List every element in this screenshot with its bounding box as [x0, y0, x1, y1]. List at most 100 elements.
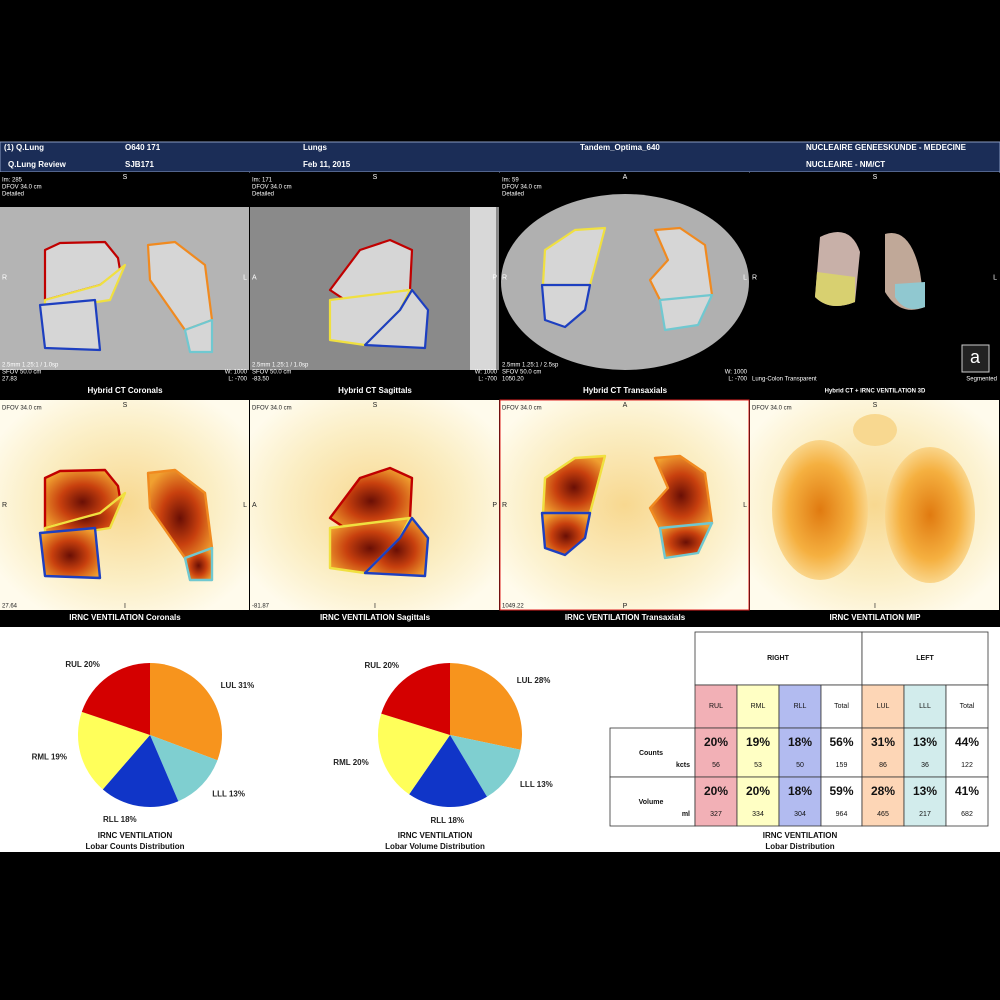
- panel-info: -83.50: [252, 377, 270, 383]
- table-cell: [736, 727, 780, 778]
- table-cell: [609, 727, 696, 778]
- orientation-label: S: [123, 174, 128, 181]
- chart-title: IRNC VENTILATION: [98, 831, 173, 840]
- amount-cell: 465: [877, 811, 889, 818]
- chart-subtitle: Lobar Counts Distribution: [85, 842, 184, 851]
- orientation-label: S: [373, 402, 378, 409]
- lobe: [658, 521, 714, 560]
- lobe-outline: [658, 521, 714, 560]
- lobe-outline: [540, 283, 592, 329]
- lobe: [540, 511, 592, 557]
- percent-cell: 59%: [829, 784, 853, 798]
- panel-info: DFOV 34.0 cm: [252, 185, 292, 191]
- amount-cell: 56: [712, 762, 720, 769]
- header-field: Tandem_Optima_640: [580, 143, 660, 152]
- orientation-label: I: [374, 603, 376, 610]
- render-lobe: [815, 272, 855, 306]
- panel-info: 1050.20: [502, 377, 524, 383]
- percent-cell: 13%: [913, 735, 937, 749]
- lobe-outline: [541, 454, 607, 515]
- orientation-label: R: [502, 274, 507, 281]
- pie-slice: [78, 711, 150, 790]
- pie-slice: [409, 735, 487, 808]
- panel-info: 27.64: [2, 604, 18, 610]
- orientation-label: R: [502, 502, 507, 509]
- table-cell: [945, 727, 989, 778]
- amount-cell: 964: [836, 811, 848, 818]
- panel-info: 27.83: [2, 377, 18, 383]
- lobe-outline: [540, 511, 592, 557]
- orientation-label: R: [752, 274, 757, 281]
- orientation-label: I: [124, 603, 126, 610]
- orientation-label: L: [743, 274, 747, 281]
- orientation-label: R: [2, 274, 7, 281]
- pie-slice: [450, 735, 521, 797]
- table-cell: [903, 776, 947, 827]
- slice-label: RUL 20%: [65, 660, 100, 669]
- icon-box: [961, 344, 990, 373]
- orientation-label: P: [492, 502, 497, 509]
- panel-info: DFOV 34.0 cm: [502, 406, 542, 412]
- lobe: [541, 454, 607, 515]
- orientation-label: P: [623, 603, 628, 610]
- slice-label: LLL 13%: [520, 780, 553, 789]
- header-bar: [0, 141, 1000, 173]
- ct-body-edge: [470, 207, 496, 370]
- panel-info: Detailed: [2, 192, 24, 198]
- orientation-label: L: [243, 274, 247, 281]
- table-cell: [820, 776, 863, 827]
- lobe: [658, 293, 714, 332]
- percent-cell: 19%: [746, 735, 770, 749]
- panel-caption: Hybrid CT Transaxials: [583, 386, 668, 395]
- slice-label: LLL 13%: [212, 789, 245, 798]
- table-cell: [694, 684, 738, 729]
- table-cell: [903, 727, 947, 778]
- ct-viewport: [750, 172, 999, 383]
- panel-info: SFOV 50.0 cm: [2, 370, 41, 376]
- column-header: LLL: [919, 703, 931, 710]
- column-header: RML: [751, 703, 766, 710]
- percent-cell: 18%: [788, 784, 812, 798]
- lobe-outline: [363, 516, 430, 578]
- table-cell: [861, 776, 905, 827]
- chart-title: IRNC VENTILATION: [398, 831, 473, 840]
- pie-slice: [150, 662, 223, 761]
- amount-cell: 159: [836, 762, 848, 769]
- panel-info: SFOV 50.0 cm: [502, 370, 541, 376]
- percent-cell: 20%: [704, 784, 728, 798]
- panel-info: 2.5mm 1.25:1 / 1.0sp: [252, 363, 309, 369]
- icon-label: a: [970, 347, 981, 367]
- header-field: Lungs: [303, 143, 328, 152]
- percent-cell: 31%: [871, 735, 895, 749]
- panel-info: Detailed: [252, 192, 274, 198]
- panel-info: DFOV 34.0 cm: [752, 406, 792, 412]
- orientation-label: A: [623, 402, 628, 409]
- orientation-label: S: [873, 402, 878, 409]
- panel-info: 2.5mm 1.25:1 / 2.5sp: [502, 363, 559, 369]
- row-unit: ml: [682, 811, 690, 818]
- mip-uptake: [853, 414, 897, 446]
- column-header: RUL: [709, 703, 723, 710]
- panel-info: DFOV 34.0 cm: [2, 185, 42, 191]
- group-header: LEFT: [916, 655, 934, 662]
- amount-cell: 36: [921, 762, 929, 769]
- pie-slice: [450, 663, 522, 750]
- table-cell: [736, 684, 780, 729]
- orientation-label: R: [2, 502, 7, 509]
- panel-info: 2.5mm 1.25:1 / 1.0sp: [2, 363, 59, 369]
- table-cell: [945, 776, 989, 827]
- orientation-label: L: [243, 502, 247, 509]
- table-cell: [694, 727, 738, 778]
- lobe: [38, 298, 102, 352]
- panel-caption: IRNC VENTILATION Sagittals: [320, 613, 431, 622]
- pie-slice: [102, 735, 179, 807]
- header-field: O640 171: [125, 143, 161, 152]
- percent-cell: 20%: [704, 735, 728, 749]
- panel-caption: IRNC VENTILATION Transaxials: [565, 613, 686, 622]
- table-cell: [609, 776, 696, 827]
- amount-cell: 327: [710, 811, 722, 818]
- panel-info: L: -700: [728, 377, 747, 383]
- header-field: Q.Lung Review: [8, 160, 67, 169]
- panel-info: DFOV 34.0 cm: [502, 185, 542, 191]
